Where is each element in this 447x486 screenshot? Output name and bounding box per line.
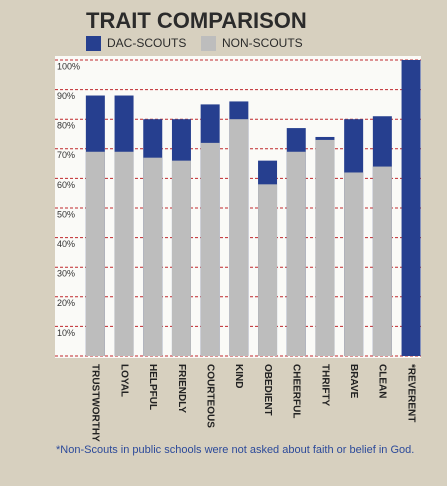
bar (315, 139, 335, 356)
y-tick-label: 10% (57, 328, 75, 338)
bar (229, 119, 249, 356)
x-tick-label: TRUSTWORTHY (90, 364, 101, 442)
y-tick-label: 40% (57, 239, 75, 249)
chart-title: TRAIT COMPARISON (86, 8, 307, 33)
legend-swatch (201, 36, 216, 51)
x-tick-label: BRAVE (348, 364, 359, 399)
legend-swatch (86, 36, 101, 51)
x-tick-label: FRIENDLY (176, 364, 187, 413)
y-tick-label: 90% (57, 91, 75, 101)
legend-label: NON-SCOUTS (222, 36, 303, 50)
bar (372, 166, 392, 356)
bar (171, 160, 191, 356)
x-tick-label: KIND (233, 364, 244, 388)
x-tick-label: CLEAN (377, 364, 388, 398)
x-tick-label: HELPFUL (147, 364, 158, 410)
x-tick-label: OBEDIENT (262, 364, 273, 416)
y-tick-label: 70% (57, 150, 75, 160)
legend-label: DAC-SCOUTS (107, 36, 186, 50)
y-tick-label: 80% (57, 121, 75, 131)
bar (401, 60, 421, 356)
y-tick-label: 20% (57, 298, 75, 308)
y-tick-label: 50% (57, 209, 75, 219)
bar (286, 151, 306, 356)
footnote: *Non-Scouts in public schools were not a… (56, 444, 414, 456)
y-tick-label: 100% (57, 61, 80, 71)
bar (200, 142, 220, 356)
y-tick-label: 30% (57, 269, 75, 279)
bar (85, 151, 105, 356)
x-tick-label: CHEERFUL (291, 364, 302, 418)
x-tick-label: LOYAL (118, 364, 129, 397)
x-tick-label: *REVERENT (405, 364, 416, 422)
bar (114, 151, 134, 356)
x-tick-label: COURTEOUS (205, 364, 216, 428)
bar (143, 157, 163, 356)
y-tick-label: 60% (57, 180, 75, 190)
bar (344, 172, 364, 356)
x-tick-label: THRIFTY (319, 364, 330, 407)
bar (258, 184, 278, 356)
